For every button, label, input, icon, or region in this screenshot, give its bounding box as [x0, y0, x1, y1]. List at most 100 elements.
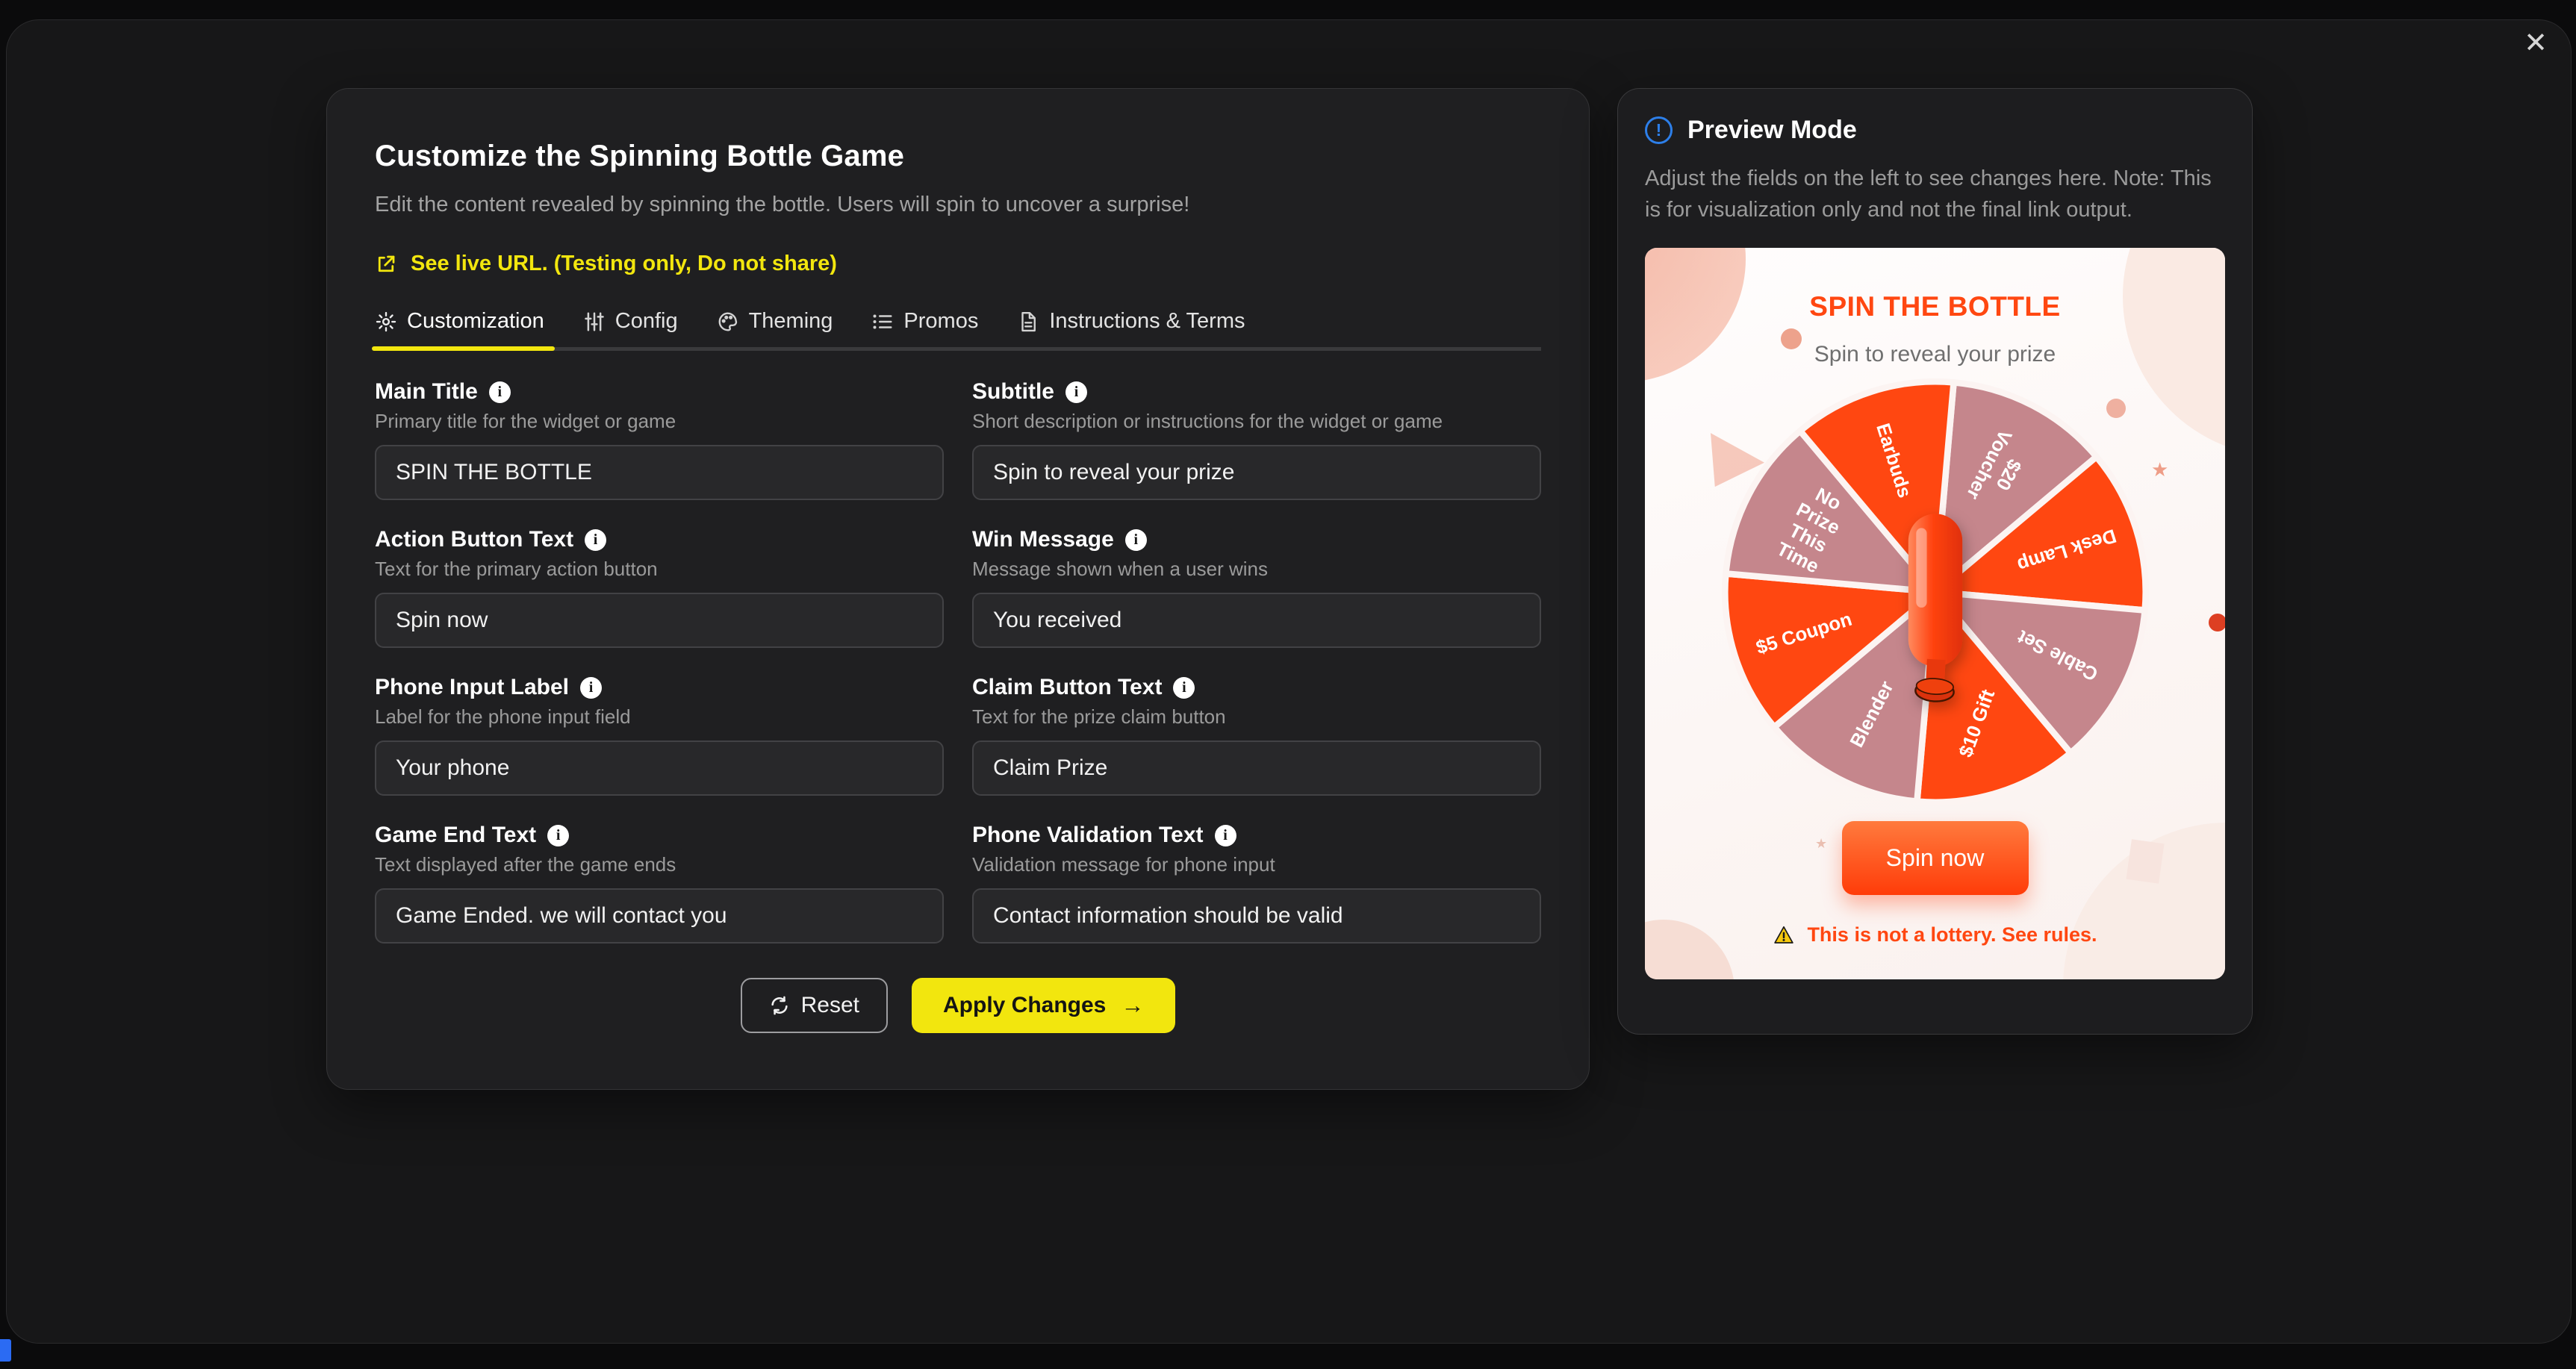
main-title-input[interactable] — [375, 445, 944, 500]
tab-label: Instructions & Terms — [1049, 309, 1245, 333]
field-label-row: Claim Button Text i — [972, 675, 1541, 700]
field-label: Win Message — [972, 527, 1114, 552]
info-icon[interactable]: i — [1065, 381, 1087, 403]
field-phone-input-label: Phone Input Label i Label for the phone in… — [375, 675, 944, 796]
wheel-segment-desk-lamp — [1932, 453, 2149, 614]
wheel-segment-5-coupon — [1721, 570, 1938, 731]
live-url-link[interactable]: See live URL. (Testing only, Do not shar… — [375, 252, 837, 276]
tab-config[interactable]: Config — [583, 309, 681, 347]
phone-input-label-input[interactable] — [375, 740, 944, 796]
customization-form: Main Title i Primary title for the widget … — [375, 379, 1541, 944]
form-actions: Reset Apply Changes → — [375, 978, 1541, 1033]
info-icon[interactable]: i — [1124, 528, 1147, 551]
claim-button-text-input[interactable] — [972, 740, 1541, 796]
field-label: Action Button Text — [375, 527, 574, 552]
field-label: Subtitle — [972, 379, 1054, 404]
preview-title: Preview Mode — [1687, 116, 1857, 144]
apply-changes-label: Apply Changes — [943, 993, 1107, 1017]
tab-promos[interactable]: Promos — [871, 309, 981, 347]
deco-dot-right-edge — [2209, 614, 2225, 632]
external-link-icon — [378, 255, 395, 272]
deco-square — [2126, 839, 2165, 884]
deco-dot — [1781, 328, 1802, 350]
bottle-pointer — [1908, 514, 1962, 702]
field-action-button-text: Action Button Text i Text for the primary … — [375, 527, 944, 648]
live-url-label: See live URL. (Testing only, Do not shar… — [411, 252, 837, 275]
refresh-icon — [771, 996, 788, 1015]
wheel-segment-no-prize-this-time — [1722, 428, 1938, 596]
info-icon[interactable]: i — [488, 381, 511, 403]
tab-label: Customization — [407, 309, 544, 333]
customize-dialog: Customize the Spinning Bottle Game Edit … — [326, 88, 1590, 1090]
info-icon[interactable]: i — [580, 676, 602, 699]
field-label-row: Win Message i — [972, 527, 1541, 552]
info-circle-icon: ! — [1645, 116, 1673, 144]
field-help-text: Text for the primary action button — [375, 558, 658, 580]
apply-changes-button[interactable]: Apply Changes → — [912, 978, 1176, 1033]
deco-star-left: ★ — [1815, 836, 1828, 852]
tab-label: Config — [615, 309, 678, 333]
preview-game-subtitle: Spin to reveal your prize — [1814, 342, 2056, 367]
spin-now-button[interactable]: Spin now — [1841, 821, 2029, 896]
field-label-row: Action Button Text i — [375, 527, 944, 552]
close-icon[interactable]: ✕ — [2524, 28, 2548, 59]
wheel-segment-cable-set — [1932, 588, 2148, 757]
field-label-row: Phone Validation Text i — [972, 823, 1541, 848]
tab-instructions-terms[interactable]: Instructions & Terms — [1017, 309, 1248, 347]
list-icon — [873, 314, 892, 328]
gear-icon — [376, 311, 396, 331]
info-icon[interactable]: i — [585, 528, 607, 551]
tab-label: Theming — [748, 309, 833, 333]
info-icon[interactable]: i — [1214, 824, 1236, 846]
sliders-icon — [585, 312, 604, 331]
field-label-row: Main Title i — [375, 379, 944, 405]
field-help-text: Message shown when a user wins — [972, 558, 1268, 580]
subtitle-input[interactable] — [972, 445, 1541, 500]
warning-triangle-icon — [1774, 926, 1794, 944]
document-icon — [1021, 311, 1036, 331]
tab-theming[interactable]: Theming — [717, 309, 836, 347]
lottery-disclaimer-text: This is not a lottery. See rules. — [1807, 923, 2097, 947]
field-help-text: Primary title for the widget or game — [375, 410, 676, 432]
field-label-row: Game End Text i — [375, 823, 944, 848]
action-button-text-input[interactable] — [375, 593, 944, 648]
game-preview-card: ★ ★ SPIN THE BOTTLE Spin to reveal your … — [1645, 248, 2225, 980]
preview-game-title: SPIN THE BOTTLE — [1809, 291, 2061, 322]
field-help-text: Text for the prize claim button — [972, 705, 1226, 728]
info-icon[interactable]: i — [1173, 676, 1195, 699]
page-description: Edit the content revealed by spinning th… — [375, 193, 1190, 216]
preview-note: Adjust the fields on the left to see cha… — [1645, 166, 2212, 222]
reset-button[interactable]: Reset — [740, 978, 888, 1033]
field-phone-validation-text: Phone Validation Text i Validation message… — [972, 823, 1541, 944]
field-help-text: Short description or instructions for th… — [972, 410, 1443, 432]
info-icon[interactable]: i — [547, 824, 570, 846]
field-label-row: Phone Input Label i — [375, 675, 944, 700]
lottery-disclaimer: This is not a lottery. See rules. — [1645, 923, 2225, 947]
field-help-text: Validation message for phone input — [972, 853, 1275, 876]
page-title: Customize the Spinning Bottle Game — [375, 140, 905, 172]
phone-validation-text-input[interactable] — [972, 888, 1541, 944]
field-label: Claim Button Text — [972, 675, 1163, 699]
game-end-text-input[interactable] — [375, 888, 944, 944]
field-label: Phone Validation Text — [972, 823, 1204, 847]
tab-customization[interactable]: Customization — [372, 309, 555, 351]
win-message-input[interactable] — [972, 593, 1541, 648]
field-subtitle: Subtitle i Short description or instructio… — [972, 379, 1541, 500]
wheel-segment-blender — [1770, 588, 1938, 805]
field-win-message: Win Message i Message shown when a user wi… — [972, 527, 1541, 648]
preview-panel: ! Preview Mode Adjust the fields on the … — [1617, 88, 2253, 1035]
field-label-row: Subtitle i — [972, 379, 1541, 405]
field-game-end-text: Game End Text i Text displayed after the g… — [375, 823, 944, 944]
palette-icon — [718, 312, 737, 331]
reset-button-label: Reset — [800, 993, 859, 1017]
field-help-text: Label for the phone input field — [375, 705, 631, 728]
field-label: Phone Input Label — [375, 675, 569, 699]
field-label: Main Title — [375, 379, 478, 404]
preview-header: ! Preview Mode — [1645, 116, 2225, 145]
wheel-segment-20-voucher — [1932, 379, 2100, 596]
background-page-fragment — [0, 1339, 11, 1362]
field-main-title: Main Title i Primary title for the widget … — [375, 379, 944, 500]
tab-label: Promos — [903, 309, 979, 333]
field-label: Game End Text — [375, 823, 537, 847]
